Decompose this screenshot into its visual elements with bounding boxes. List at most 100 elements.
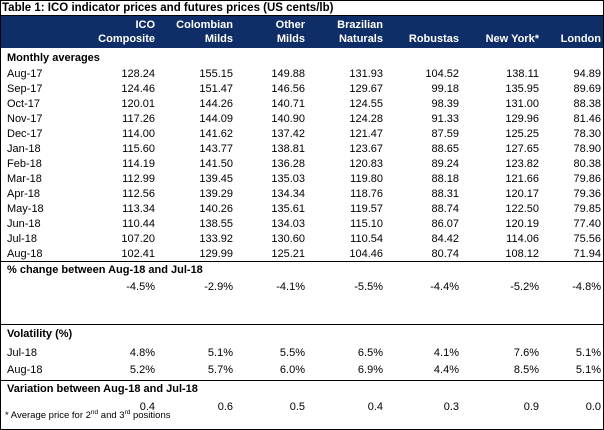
cell-value: 0.5 (289, 401, 305, 413)
cell-value: 119.80 (350, 173, 383, 185)
cell-value: 0.0 (585, 401, 601, 413)
cell-value: 140.26 (199, 203, 233, 215)
cell-value: 91.33 (431, 113, 459, 125)
cell-value: 84.42 (431, 233, 459, 245)
table-row: Sep-17 124.46 151.47 146.56 129.67 99.18 135.9… (1, 82, 603, 96)
cell-value: 99.18 (431, 83, 459, 95)
cell-value: 78.30 (573, 128, 601, 140)
cell-value: 123.67 (349, 143, 383, 155)
cell-value: 139.45 (199, 173, 233, 185)
cell-value: -5.2% (510, 281, 539, 293)
row-label: Jun-18 (7, 218, 41, 230)
cell-value: 138.55 (199, 218, 233, 230)
cell-value: 127.65 (505, 143, 539, 155)
cell-value: 124.28 (349, 113, 383, 125)
cell-value: 79.86 (573, 173, 601, 185)
table-row: Jan-18 115.60 143.77 138.81 123.67 88.65 127.6… (1, 142, 603, 156)
cell-value: 75.56 (573, 233, 601, 245)
cell-value: 112.99 (122, 173, 155, 185)
section-heading-variation: Variation between Aug-18 and Jul-18 (1, 382, 603, 396)
cell-value: 81.46 (573, 113, 601, 125)
cell-value: 129.67 (349, 83, 383, 95)
column-header-line1 (525, 18, 601, 32)
cell-value: 143.77 (199, 143, 233, 155)
cell-value: 89.24 (431, 158, 459, 170)
section-heading-pct-change: % change between Aug-18 and Jul-18 (1, 263, 603, 277)
column-header-line1: Colombian (176, 19, 233, 31)
cell-value: 124.46 (121, 83, 155, 95)
table-row: Feb-18 114.19 141.50 136.28 120.83 89.24 123.8… (1, 157, 603, 171)
row-label: Aug-17 (7, 68, 43, 80)
cell-value: 107.20 (121, 233, 155, 245)
cell-value: 149.88 (271, 68, 305, 80)
column-header-line2: Milds (276, 33, 305, 45)
cell-value: 78.90 (573, 143, 601, 155)
volatility-row: Aug-18 5.2% 5.7% 6.0% 6.9% 4.4% 8.5% 5.1% (1, 363, 603, 377)
divider (1, 324, 603, 325)
cell-value: -4.1% (276, 281, 305, 293)
row-label: Jul-18 (7, 347, 37, 359)
table-row: Aug-18 102.41 129.99 125.21 104.46 80.74 108.1… (1, 247, 603, 261)
cell-value: 7.6% (513, 347, 539, 359)
cell-value: 87.59 (431, 128, 459, 140)
column-header-line1 (383, 18, 459, 32)
cell-value: 5.2% (129, 364, 155, 376)
cell-value: 98.39 (431, 98, 459, 110)
cell-value: 6.9% (357, 364, 383, 376)
table-row: May-18 113.34 140.26 135.61 119.57 88.74 122.5… (1, 202, 603, 216)
cell-value: 120.83 (349, 158, 383, 170)
cell-value: 138.81 (271, 143, 305, 155)
cell-value: 0.4 (367, 401, 383, 413)
cell-value: -4.5% (126, 281, 155, 293)
cell-value: 88.65 (431, 143, 459, 155)
cell-value: 0.4 (139, 401, 155, 413)
cell-value: 114.19 (122, 158, 155, 170)
cell-value: 140.71 (271, 98, 305, 110)
cell-value: -2.9% (204, 281, 233, 293)
cell-value: 120.19 (505, 218, 539, 230)
cell-value: 120.17 (505, 188, 539, 200)
footnote-text-1: * Average price for 2 (5, 410, 91, 421)
row-label: Jul-18 (7, 233, 37, 245)
cell-value: 144.26 (199, 98, 233, 110)
cell-value: 135.95 (505, 83, 539, 95)
column-header: New York* (463, 18, 539, 46)
cell-value: 130.60 (271, 233, 305, 245)
cell-value: 80.38 (573, 158, 601, 170)
table-row: Apr-18 112.56 139.29 134.34 118.76 88.31 120.1… (1, 187, 603, 201)
cell-value: 110.44 (122, 218, 155, 230)
cell-value: 0.3 (443, 401, 459, 413)
cell-value: 8.5% (513, 364, 539, 376)
cell-value: 139.29 (199, 188, 233, 200)
cell-value: 120.01 (121, 98, 155, 110)
cell-value: 102.41 (121, 248, 155, 260)
column-header-line2: Naturals (338, 33, 383, 45)
cell-value: 155.15 (199, 68, 233, 80)
cell-value: 6.5% (357, 347, 383, 359)
footnote-text-2: and 3 (98, 410, 125, 421)
column-header: London (525, 18, 601, 46)
cell-value: 135.61 (271, 203, 305, 215)
column-header: Other Milds (229, 18, 305, 46)
table-row: Aug-17 128.24 155.15 149.88 131.93 104.52 138.… (1, 67, 603, 81)
table-row: Mar-18 112.99 139.45 135.03 119.80 88.18 121.6… (1, 172, 603, 186)
cell-value: 151.47 (199, 83, 233, 95)
cell-value: 4.4% (433, 364, 459, 376)
table-title: Table 1: ICO indicator prices and future… (1, 1, 603, 16)
cell-value: 129.99 (199, 248, 233, 260)
table-row: Jul-18 107.20 133.92 130.60 110.54 84.42 114.0… (1, 232, 603, 246)
row-label: Apr-18 (7, 188, 41, 200)
volatility-row: Jul-18 4.8% 5.1% 5.5% 6.5% 4.1% 7.6% 5.1% (1, 346, 603, 360)
section-heading-pct-change-label: % change between Aug-18 and Jul-18 (7, 264, 203, 276)
cell-value: 5.5% (279, 347, 305, 359)
cell-value: 114.06 (506, 233, 539, 245)
cell-value: 71.94 (573, 248, 601, 260)
cell-value: 88.31 (431, 188, 459, 200)
cell-value: 115.10 (350, 218, 383, 230)
column-header: ICO Composite (79, 18, 155, 46)
column-header-line2: Milds (204, 33, 233, 45)
cell-value: 108.12 (505, 248, 539, 260)
section-heading-volatility: Volatility (%) (1, 327, 603, 341)
table-row: Nov-17 117.26 144.09 140.90 124.28 91.33 129.9… (1, 112, 603, 126)
